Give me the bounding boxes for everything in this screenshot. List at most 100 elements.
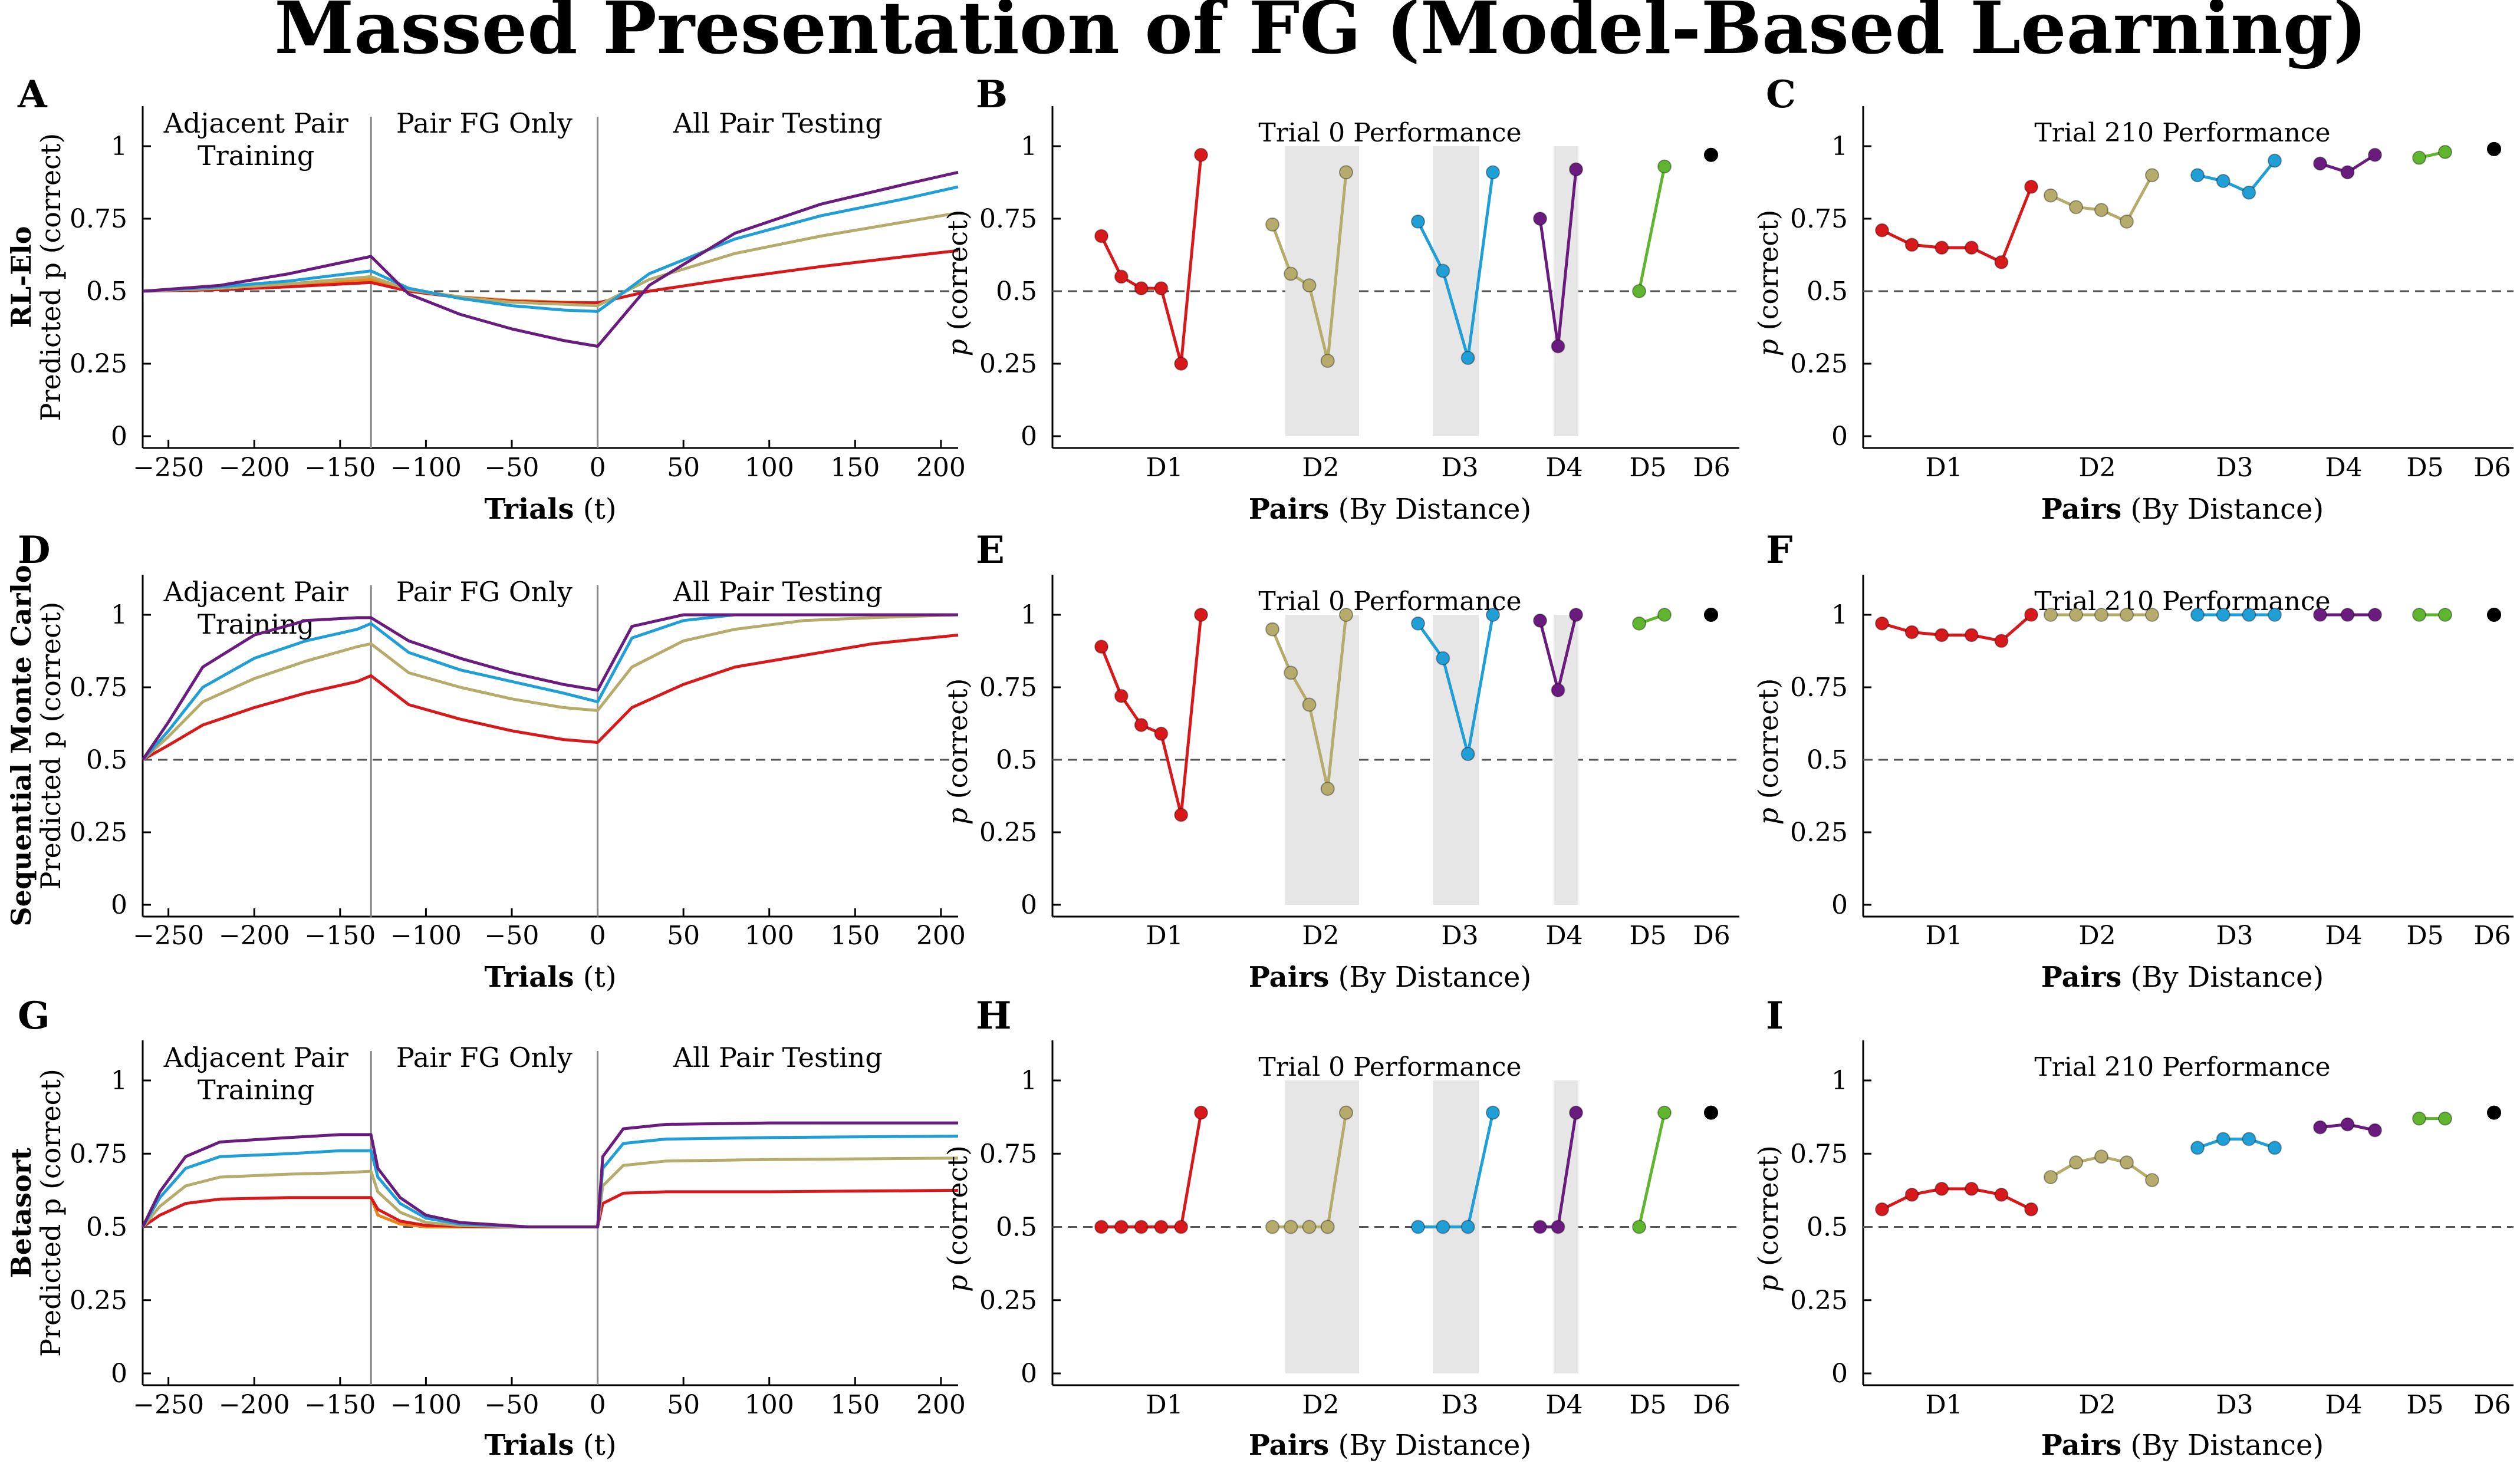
pair-point-d2	[2145, 168, 2159, 183]
y-tick-label: 0.5	[86, 745, 127, 775]
pair-point-d3	[2216, 608, 2231, 622]
pair-point-d3	[1460, 747, 1475, 762]
pair-point-d1	[1964, 628, 1979, 642]
pair-point-d1	[1935, 240, 1949, 255]
x-tick-label: −100	[390, 921, 462, 951]
distance-tick-label: D6	[2473, 1390, 2511, 1420]
pair-point-d1	[1904, 1187, 1919, 1202]
pair-point-d1	[1994, 634, 2009, 648]
x-tick-label: −250	[133, 1390, 204, 1420]
pair-point-d4	[1551, 683, 1565, 697]
panel-letter: I	[1766, 994, 1784, 1038]
phase-label-training: Adjacent Pair	[163, 107, 348, 139]
x-tick-label: 0	[590, 921, 606, 951]
x-axis-label: Pairs (By Distance)	[2041, 1429, 2324, 1462]
panel-letter: A	[17, 73, 48, 117]
pair-point-d1	[1114, 269, 1129, 284]
x-tick-label: 150	[830, 453, 880, 483]
panel-C: 0 0.25 0.5 0.75 1 Trial 210 Performance D1 D2 D3…	[1752, 106, 2514, 526]
pair-point-d2	[2120, 608, 2134, 622]
distance-tick-label: D1	[1146, 921, 1183, 951]
pair-point-d5	[1632, 284, 1646, 298]
x-tick-label: −200	[219, 453, 290, 483]
pair-line-d1	[1100, 154, 1203, 364]
y-axis-label: p (correct)	[942, 1145, 973, 1292]
pair-point-d3	[1411, 616, 1425, 631]
distance-tick-label: D4	[2325, 453, 2362, 483]
pair-line-d3	[1416, 172, 1495, 358]
y-tick-label: 1	[1831, 131, 1848, 162]
pair-point-d5	[1657, 1105, 1672, 1120]
y-tick-label: 0	[1831, 890, 1848, 920]
pair-point-d1	[1094, 640, 1108, 654]
pair-point-d6	[1704, 147, 1718, 162]
pair-point-d2	[1339, 165, 1353, 180]
panel-letter: B	[976, 73, 1008, 117]
row-model-label: RL-EloPredicted p (correct)	[5, 133, 67, 421]
series-line-d4	[142, 170, 959, 348]
pair-point-d1	[1994, 255, 2009, 269]
distance-tick-label: D1	[1925, 921, 1962, 951]
y-tick-label: 1	[1831, 600, 1848, 630]
pair-point-d1	[1935, 1181, 1949, 1196]
x-tick-label: 200	[916, 921, 966, 951]
y-tick-label: 1	[1021, 1066, 1037, 1096]
distance-tick-label: D3	[1441, 1390, 1478, 1420]
pair-line-d3	[1416, 614, 1495, 754]
pair-point-d2	[1320, 1220, 1335, 1234]
panel-E: 0 0.25 0.5 0.75 1 Trial 0 Performance D1 D2 D3 D4…	[942, 575, 1739, 994]
pair-point-d1	[2024, 1202, 2038, 1217]
pair-point-d6	[2487, 141, 2501, 156]
panel-title: Trial 0 Performance	[1258, 586, 1521, 617]
pair-point-d1	[1875, 223, 1889, 238]
plot-grid: 00.250.50.751−250 −200 −150 −100 −50 0 50 100 15…	[5, 73, 2514, 1462]
shaded-band	[1285, 146, 1359, 436]
phase-label-training: Adjacent Pair	[163, 1042, 348, 1073]
panel-G: 0 0.25 0.5 0.75 1 −250 −200 −150 −100 −50 0 50 100 15…	[70, 1040, 966, 1462]
y-tick-label: 0.25	[70, 349, 127, 379]
pair-point-d3	[2242, 185, 2256, 200]
x-tick-label: 200	[916, 453, 966, 483]
distance-tick-label: D1	[1146, 453, 1183, 483]
panel-letter: D	[18, 528, 51, 572]
distance-tick-label: D3	[2216, 1390, 2253, 1420]
pair-point-d3	[1411, 214, 1425, 229]
series-line-d2	[142, 211, 959, 308]
x-tick-label: 150	[830, 921, 880, 951]
figure-title: Massed Presentation of FG (Model-Based L…	[274, 0, 2367, 70]
pair-point-d3	[1436, 1220, 1450, 1234]
y-tick-label: 0.75	[1790, 673, 1848, 703]
y-tick-label: 0.5	[86, 1212, 127, 1243]
distance-tick-label: D2	[2078, 453, 2116, 483]
distance-tick-label: D1	[1925, 453, 1962, 483]
panel-title: Trial 210 Performance	[2034, 1052, 2330, 1082]
y-tick-label: 0.75	[979, 1139, 1037, 1169]
pair-line-d5	[1637, 166, 1666, 292]
pair-point-d1	[1964, 240, 1979, 255]
y-axis-label: p (correct)	[942, 210, 973, 357]
distance-tick-label: D5	[1629, 921, 1666, 951]
pair-point-d1	[1994, 1187, 2009, 1202]
panel-title: Trial 0 Performance	[1258, 118, 1521, 148]
pair-point-d4	[1551, 339, 1565, 354]
pair-point-d1	[2024, 608, 2038, 622]
y-axis-label: p (correct)	[942, 678, 973, 825]
pair-point-d2	[1265, 622, 1279, 637]
phase-label-testing: All Pair Testing	[673, 576, 883, 608]
x-tick-label: 0	[590, 1390, 606, 1420]
distance-tick-label: D2	[1302, 453, 1339, 483]
distance-tick-label: D3	[2216, 921, 2253, 951]
pair-point-d1	[1134, 717, 1149, 732]
pair-point-d1	[1134, 1220, 1149, 1234]
distance-tick-label: D2	[2078, 1390, 2116, 1420]
pair-point-d1	[1194, 608, 1208, 622]
pair-point-d2	[2145, 608, 2159, 622]
y-tick-label: 0.5	[996, 276, 1037, 307]
pair-point-d1	[1964, 1181, 1979, 1196]
pair-point-d5	[1632, 1220, 1646, 1234]
x-tick-label: 150	[830, 1390, 880, 1420]
panel-title: Trial 0 Performance	[1258, 1052, 1521, 1082]
x-axis-label: Trials (t)	[484, 1429, 616, 1462]
pair-point-d4	[2340, 608, 2355, 622]
pair-line-d3	[2197, 160, 2276, 195]
